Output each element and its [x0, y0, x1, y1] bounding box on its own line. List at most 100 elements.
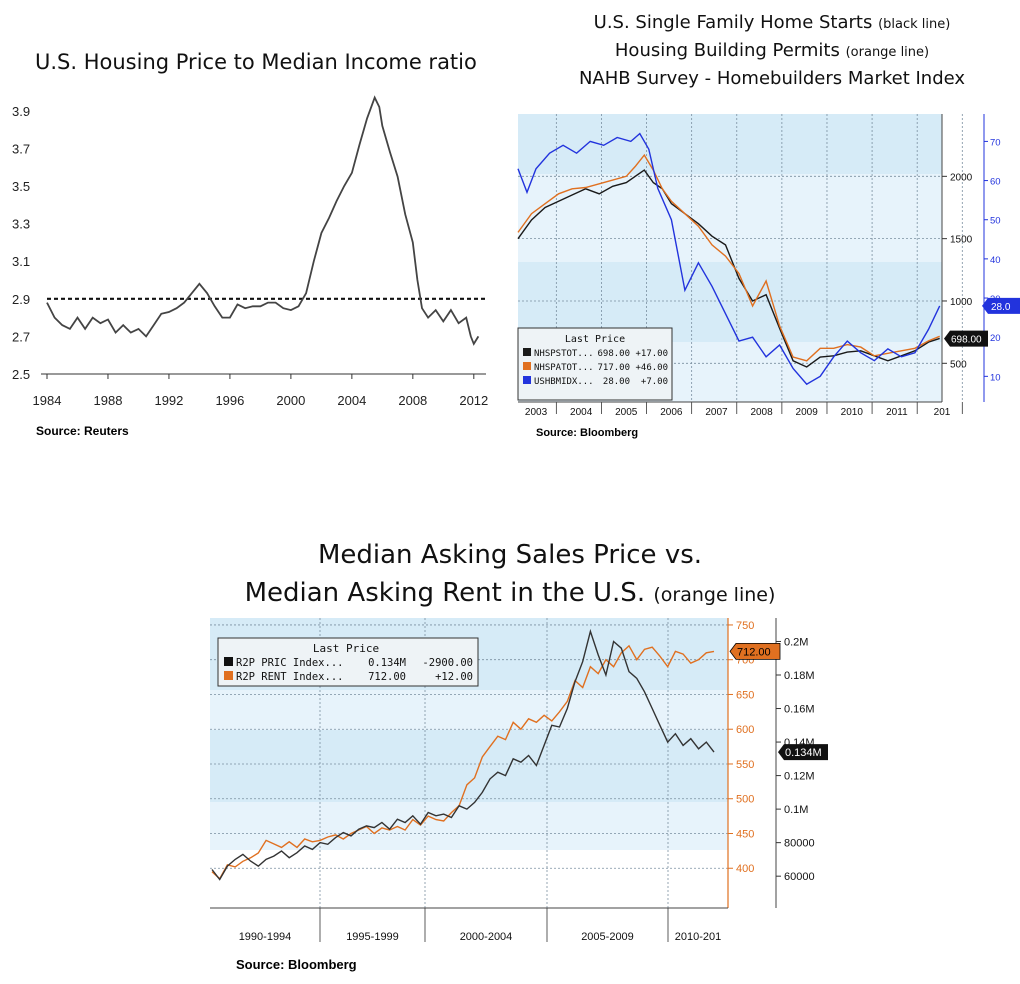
x-tick-label: 2008 [398, 393, 427, 408]
orange-price-tag-label: 712.00 [737, 646, 771, 658]
left-axis-label: 600 [736, 724, 754, 736]
legend-box [517, 327, 673, 401]
price-rent-chart-panel: Median Asking Sales Price vs. Median Ask… [0, 520, 1020, 984]
legend-last-price: 0.134M [368, 657, 406, 669]
black-price-tag [778, 744, 828, 761]
legend-last-price: 717.00 [597, 363, 630, 373]
y-tick-label: 2.7 [12, 329, 30, 344]
x-tick-label: 2000-2004 [460, 931, 513, 943]
building-permits-line [517, 153, 940, 362]
legend-change: +46.00 [635, 363, 668, 373]
legend-swatch [224, 657, 233, 666]
y-tick-label: 2.5 [12, 367, 30, 382]
legend-last-price: 698.00 [597, 349, 630, 359]
starts-title-note-2: (orange line) [845, 45, 930, 60]
x-tick-label: 2010 [841, 407, 864, 418]
price-rent-chart-source: Source: Bloomberg [236, 957, 357, 972]
starts-title-line-2: Housing Building Permits (orange line) [562, 38, 982, 66]
legend-series-name: R2P RENT Index... [236, 671, 343, 683]
x-tick-label: 2004 [337, 393, 366, 408]
nahb-index-line [517, 132, 941, 386]
price-rent-title-main-2: Median Asking Rent in the U.S. [244, 578, 646, 608]
black-price-tag-label: 0.134M [785, 747, 822, 759]
black-price-tag [944, 330, 988, 347]
x-tick-label: 2009 [796, 407, 819, 418]
left-axis-label: 500 [950, 359, 967, 370]
x-tick-label: 2000 [276, 393, 305, 408]
right-axis-label: 0.16M [784, 704, 815, 716]
right-axis-label: 10 [990, 372, 1001, 383]
right-axis-label: 40 [990, 255, 1001, 266]
x-tick-label: 201 [934, 407, 951, 418]
x-tick-label: 1995-1999 [346, 931, 399, 943]
legend-series-name: USHBMIDX... [534, 377, 594, 387]
x-tick-label: 1996 [215, 393, 244, 408]
legend-last-price: 28.00 [603, 377, 630, 387]
right-axis-label: 60000 [784, 871, 815, 883]
orange-price-tag [729, 642, 781, 660]
left-axis-label: 450 [736, 828, 754, 840]
x-tick-label: 2003 [525, 407, 548, 418]
y-tick-label: 3.9 [12, 104, 30, 119]
rent-series-line [211, 644, 715, 880]
ratio-series-line [46, 95, 480, 346]
legend-change: -2900.00 [422, 657, 473, 669]
left-axis-label: 550 [736, 759, 754, 771]
y-tick-label: 3.7 [12, 141, 30, 156]
legend-swatch [523, 362, 531, 370]
starts-chart-source: Source: Bloomberg [536, 427, 639, 439]
starts-chart: 2003 2004 2005 2006 2007 2008 2009 2010 2011 2012… [517, 114, 1020, 418]
x-tick-label: 2006 [660, 407, 683, 418]
starts-chart-title: U.S. Single Family Home Starts (black li… [562, 10, 982, 92]
price-rent-title-line-2: Median Asking Rent in the U.S. (orange l… [230, 574, 790, 614]
ratio-chart-panel: U.S. Housing Price to Median Income rati… [0, 0, 510, 450]
x-tick-label: 1990-1994 [239, 931, 292, 943]
x-tick-label: 1988 [94, 393, 123, 408]
legend-series-name: R2P PRIC Index... [236, 657, 343, 669]
x-tick-label: 2010-201 [675, 931, 722, 943]
right-axis-label: 20 [990, 333, 1001, 344]
x-tick-label: 1992 [154, 393, 183, 408]
x-tick-label: 2011 [886, 407, 908, 418]
y-tick-label: 3.1 [12, 254, 30, 269]
right-axis-label: 0.1M [784, 804, 808, 816]
black-price-tag-label: 698.00 [951, 335, 982, 346]
blue-price-tag [982, 297, 1020, 314]
x-tick-label: 2004 [570, 407, 593, 418]
x-tick-label: 2005-2009 [581, 931, 634, 943]
ratio-chart-title: U.S. Housing Price to Median Income rati… [35, 50, 477, 74]
starts-title-main-2: Housing Building Permits [614, 40, 840, 61]
starts-title-main-3: NAHB Survey - Homebuilders Market Index [578, 68, 966, 89]
price-rent-title-line-1: Median Asking Sales Price vs. [230, 536, 790, 574]
legend-change: +7.00 [641, 377, 668, 387]
legend-change: +17.00 [635, 349, 668, 359]
left-axis-label: 650 [736, 689, 754, 701]
right-axis-label: 70 [990, 137, 1001, 148]
right-axis-label: 60 [990, 177, 1001, 188]
legend-swatch [523, 348, 531, 356]
price-rent-title-main-1: Median Asking Sales Price vs. [317, 540, 703, 570]
x-tick-label: 1984 [33, 393, 62, 408]
right-axis-label: 0.2M [784, 636, 808, 648]
plot-band-mid [210, 730, 728, 802]
x-tick-label: 2007 [705, 407, 728, 418]
legend-last-price: 712.00 [368, 671, 406, 683]
x-tick-label: 2012 [459, 393, 488, 408]
legend-swatch [523, 376, 531, 384]
legend-series-name: NHSPSTOT... [534, 349, 594, 359]
price-rent-chart-title: Median Asking Sales Price vs. Median Ask… [230, 536, 790, 614]
right-axis-label: 80000 [784, 838, 815, 850]
legend-series-name: NHSPATOT... [534, 363, 594, 373]
left-axis-label: 750 [736, 620, 754, 632]
right-axis-label: 50 [990, 216, 1001, 227]
price-rent-title-note-2: (orange line) [653, 584, 776, 606]
legend-swatch [224, 671, 233, 680]
starts-title-line-3: NAHB Survey - Homebuilders Market Index [562, 66, 982, 92]
left-axis-label: 2000 [950, 172, 973, 183]
right-axis-label: 0.12M [784, 771, 815, 783]
y-tick-label: 3.5 [12, 179, 30, 194]
x-tick-label: 2008 [750, 407, 773, 418]
home-starts-line [517, 169, 940, 368]
left-axis-label: 500 [736, 794, 754, 806]
